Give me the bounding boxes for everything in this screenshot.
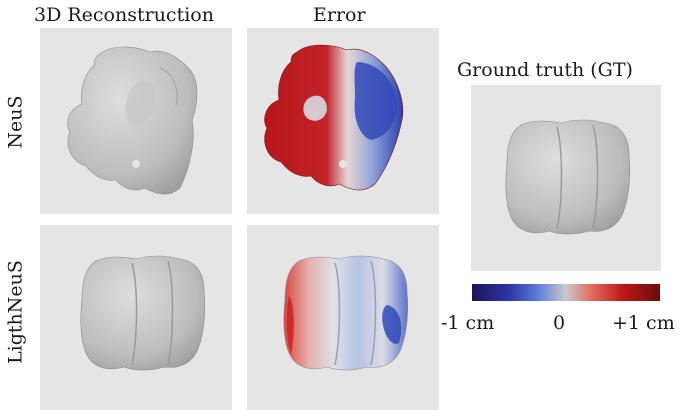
lightneus-error-mesh [283, 255, 409, 371]
row-label-lightneus: LigthNeuS [4, 260, 27, 364]
lightneus-reconstruction-mesh [80, 255, 206, 371]
ground-truth-panel [471, 85, 661, 271]
colorbar-max-label: +1 cm [612, 312, 675, 334]
column-label-ground-truth: Ground truth (GT) [457, 59, 633, 81]
lightneus-reconstruction-panel [40, 225, 232, 410]
row-label-neus: NeuS [4, 95, 27, 149]
colorbar-mid-label: 0 [553, 312, 566, 334]
column-label-reconstruction: 3D Reconstruction [34, 4, 214, 26]
error-colorbar [472, 284, 660, 301]
colorbar-min-label: -1 cm [441, 312, 495, 334]
column-label-error: Error [313, 4, 366, 26]
neus-error-panel [247, 28, 439, 214]
neus-error-mesh [264, 44, 404, 191]
neus-reconstruction-mesh [67, 46, 198, 195]
ground-truth-mesh [505, 119, 631, 235]
lightneus-error-panel [247, 225, 439, 410]
neus-reconstruction-panel [40, 28, 232, 214]
